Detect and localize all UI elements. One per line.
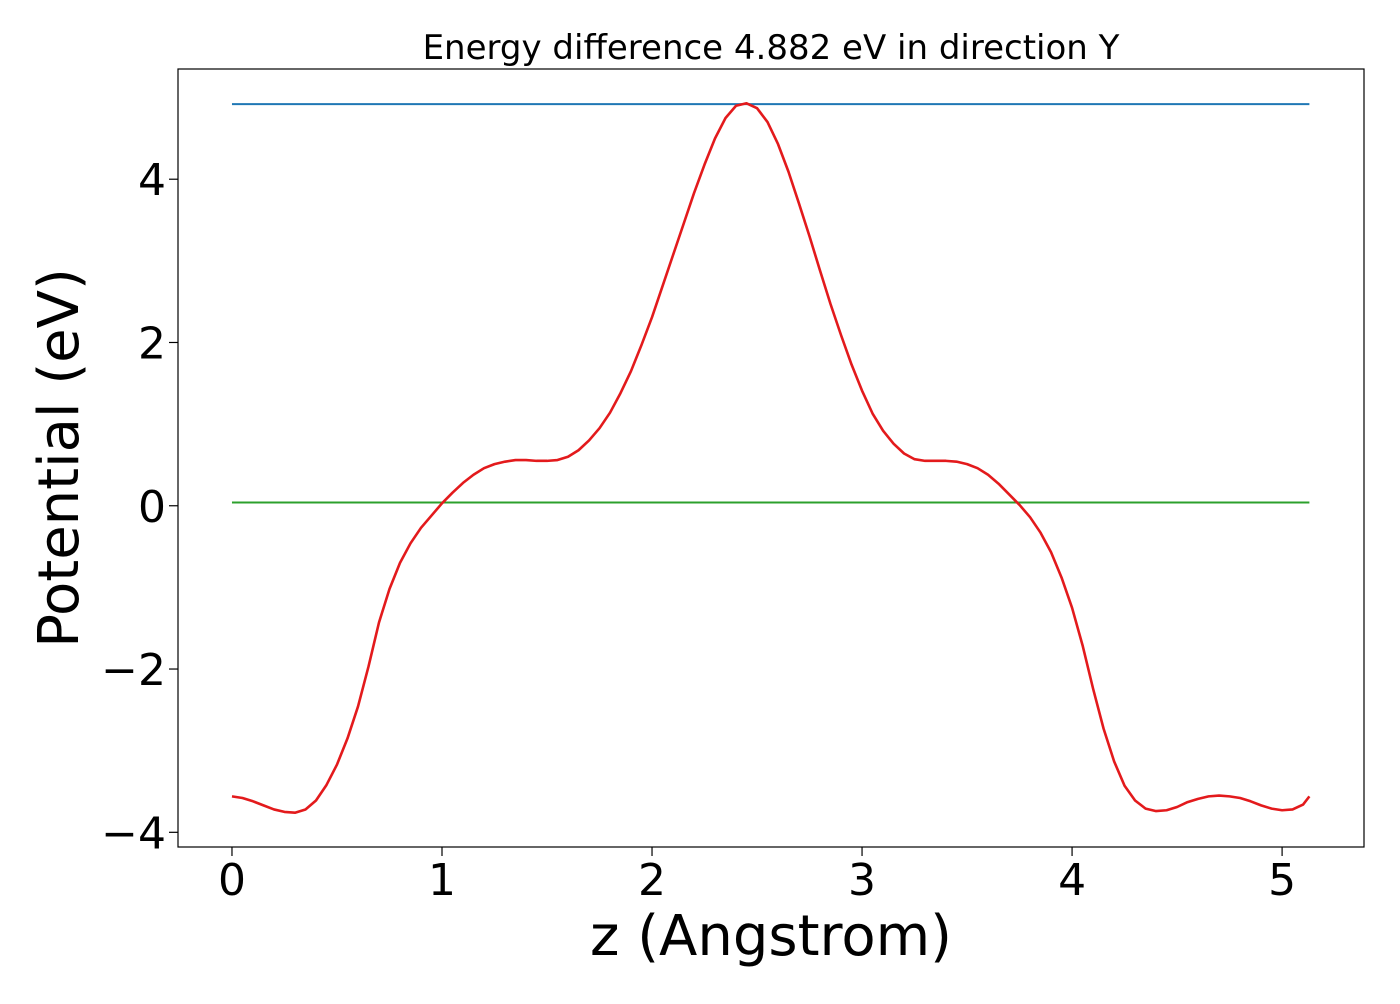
x-tick-label-2: 2 [638, 855, 666, 906]
series-layer [231, 101, 1311, 815]
y-tick-label-3: 2 [138, 318, 166, 369]
x-tick-label-3: 3 [848, 855, 876, 906]
y-tick-label-2: 0 [138, 482, 166, 533]
y-tick-label-4: 4 [138, 155, 166, 206]
y-tick-label-0: −4 [101, 808, 166, 859]
x-tick-label-4: 4 [1058, 855, 1086, 906]
y-axis-ticks: −4 −2 0 2 4 [101, 155, 178, 859]
y-tick-label-1: −2 [101, 645, 166, 696]
y-axis-label: Potential (eV) [27, 268, 92, 648]
series-line-2 [231, 101, 1311, 815]
x-tick-label-5: 5 [1268, 855, 1296, 906]
x-axis-ticks: 0 1 2 3 4 5 [218, 847, 1296, 906]
x-tick-label-0: 0 [218, 855, 246, 906]
x-tick-label-1: 1 [428, 855, 456, 906]
chart-title: Energy difference 4.882 eV in direction … [423, 28, 1120, 68]
x-axis-label: z (Angstrom) [590, 904, 952, 969]
plot-frame [177, 68, 1365, 848]
